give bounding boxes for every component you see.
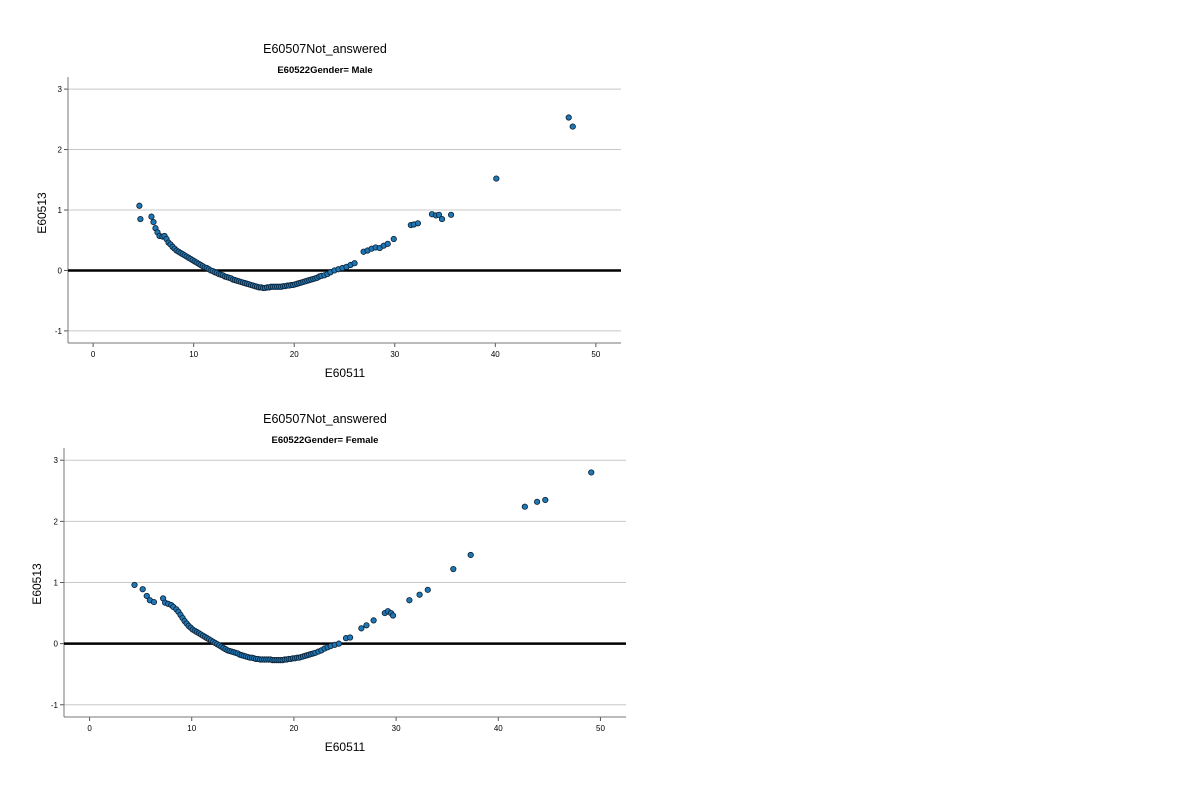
data-point <box>493 175 500 182</box>
x-tick-label: 30 <box>390 350 399 359</box>
data-point <box>131 581 138 589</box>
data-point <box>136 202 143 209</box>
data-point <box>435 211 443 218</box>
y-axis-label: E60513 <box>30 563 44 605</box>
data-point <box>347 634 354 641</box>
y-tick-label: 3 <box>58 85 63 94</box>
data-point <box>143 592 150 600</box>
data-point <box>450 565 457 573</box>
y-tick-label: 2 <box>54 517 59 526</box>
data-point <box>416 591 423 598</box>
x-tick-label: 50 <box>591 350 600 359</box>
chart-subtitle: E60522Gender= Male <box>277 65 372 76</box>
data-point <box>390 235 397 243</box>
scatter-chart-male: E60507Not_answered E60522Gender= Male E6… <box>35 42 621 380</box>
x-tick-label: 40 <box>491 350 500 359</box>
data-point <box>150 598 158 606</box>
chart-output-page: E60507Not_answered E60522Gender= Male E6… <box>30 42 626 754</box>
y-tick-label: 1 <box>54 579 59 588</box>
x-tick-label: 0 <box>91 350 96 359</box>
y-tick-label: 0 <box>54 640 59 649</box>
data-point <box>358 625 365 632</box>
data-point <box>438 215 446 223</box>
data-point <box>335 640 342 647</box>
x-tick-label: 0 <box>87 724 92 733</box>
data-point <box>148 213 155 220</box>
data-point <box>137 215 144 223</box>
data-point <box>588 469 595 476</box>
data-point <box>424 586 431 593</box>
chart-title: E60507Not_answered <box>263 412 387 426</box>
data-point <box>150 218 157 226</box>
data-point <box>414 220 421 227</box>
data-point <box>389 612 397 619</box>
y-tick-label: -1 <box>51 701 59 710</box>
data-point <box>467 551 474 559</box>
data-point <box>521 503 528 510</box>
data-point <box>139 586 146 593</box>
chart-title: E60507Not_answered <box>263 42 387 56</box>
data-point <box>363 622 370 629</box>
scatter-chart-female: E60507Not_answered E60522Gender= Female … <box>30 412 626 754</box>
data-point <box>351 260 358 267</box>
x-tick-label: 20 <box>290 350 299 359</box>
y-tick-label: 1 <box>58 206 63 215</box>
y-axis-label: E60513 <box>35 192 49 234</box>
x-tick-label: 30 <box>392 724 401 733</box>
chart-subtitle: E60522Gender= Female <box>272 435 379 446</box>
x-tick-label: 10 <box>189 350 198 359</box>
x-tick-label: 40 <box>494 724 503 733</box>
data-point <box>569 123 576 130</box>
data-point <box>565 114 572 121</box>
data-point <box>534 498 541 505</box>
x-tick-label: 50 <box>596 724 605 733</box>
data-point <box>447 211 455 218</box>
data-point <box>370 617 377 624</box>
y-tick-label: -1 <box>55 327 63 336</box>
x-tick-label: 20 <box>289 724 298 733</box>
y-tick-label: 0 <box>58 266 63 275</box>
y-tick-label: 2 <box>58 146 63 155</box>
x-tick-label: 10 <box>187 724 196 733</box>
data-point <box>542 496 549 504</box>
data-point <box>406 597 413 604</box>
y-tick-label: 3 <box>54 456 59 465</box>
x-axis-label: E60511 <box>325 740 366 754</box>
data-point <box>384 240 391 247</box>
x-axis-label: E60511 <box>325 366 366 380</box>
